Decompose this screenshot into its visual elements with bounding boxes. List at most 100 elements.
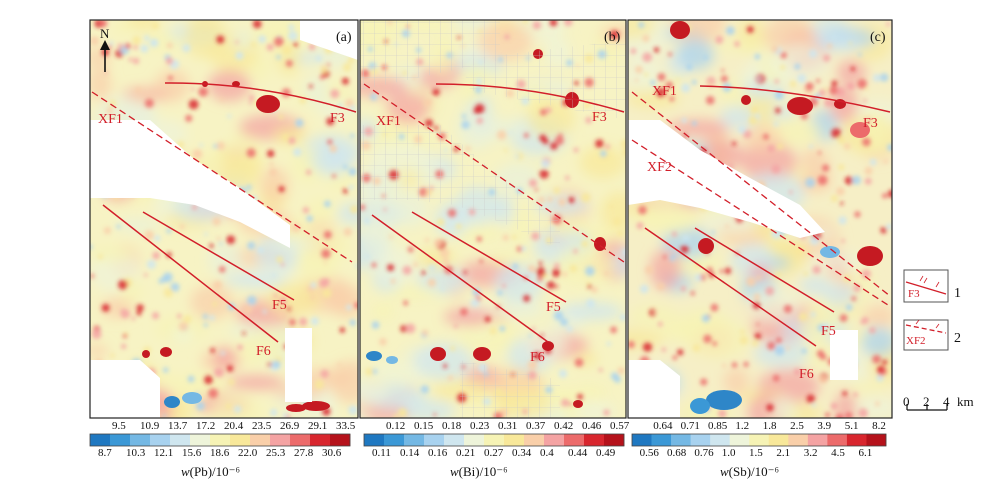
colorbar-tick-top: 29.1 bbox=[308, 420, 328, 432]
colorbar-tick-bottom: 0.49 bbox=[596, 447, 616, 459]
fault-label-xf1-c: XF1 bbox=[652, 84, 677, 99]
colorbar-tick-bottom: 30.6 bbox=[322, 447, 342, 459]
fault-label-xf1-b: XF1 bbox=[376, 114, 401, 129]
colorbar-tick-bottom: 4.5 bbox=[831, 447, 845, 459]
fault-label-f3-c: F3 bbox=[863, 116, 878, 131]
colorbar-swatch bbox=[170, 434, 191, 446]
colorbar-swatch bbox=[424, 434, 445, 446]
colorbar-a bbox=[89, 433, 351, 447]
colorbar-tick-bottom: 27.8 bbox=[294, 447, 314, 459]
colorbar-swatch bbox=[671, 434, 691, 446]
colorbar-tick-bottom: 0.14 bbox=[400, 447, 420, 459]
colorbar-swatch bbox=[651, 434, 672, 446]
colorbar-tick-bottom: 0.11 bbox=[372, 447, 391, 459]
fault-label-xf1-a: XF1 bbox=[98, 112, 123, 127]
colorbar-swatch bbox=[788, 434, 809, 446]
map-panel-c bbox=[628, 20, 892, 418]
colorbar-swatch bbox=[866, 434, 887, 446]
colorbar-swatch bbox=[584, 434, 605, 446]
colorbar-tick-bottom: 22.0 bbox=[238, 447, 258, 459]
colorbar-b bbox=[363, 433, 625, 447]
colorbar-swatch bbox=[150, 434, 171, 446]
legend-sample-1: F3 bbox=[908, 288, 920, 300]
colorbar-tick-bottom: 3.2 bbox=[803, 447, 818, 459]
colorbar-swatch bbox=[404, 434, 425, 446]
colorbar-tick-top: 13.7 bbox=[168, 420, 188, 432]
colorbar-swatch bbox=[544, 434, 565, 446]
colorbar-tick-top: 2.5 bbox=[790, 420, 804, 432]
scale-tick-0: 0 bbox=[903, 394, 910, 409]
panel-a-frame bbox=[89, 19, 359, 419]
colorbar-tick-bottom: 18.6 bbox=[210, 447, 230, 459]
scale-bar bbox=[906, 404, 948, 411]
panel-b-tag: (b) bbox=[604, 30, 621, 45]
colorbar-swatch bbox=[504, 434, 525, 446]
fault-label-f3-a: F3 bbox=[330, 111, 345, 126]
colorbar-tick-top: 0.64 bbox=[653, 420, 673, 432]
legend-symbol-2 bbox=[903, 319, 949, 351]
colorbar-swatch bbox=[230, 434, 251, 446]
colorbar-swatch bbox=[710, 434, 730, 446]
colorbar-swatch bbox=[632, 434, 652, 446]
fault-label-f3-b: F3 bbox=[592, 110, 607, 125]
colorbar-tick-top: 0.85 bbox=[708, 420, 728, 432]
colorbar-tick-bottom: 6.1 bbox=[858, 447, 873, 459]
colorbar-swatch bbox=[90, 434, 111, 446]
colorbar-tick-bottom: 12.1 bbox=[154, 447, 174, 459]
colorbar-swatch bbox=[464, 434, 485, 446]
colorbar-swatch bbox=[749, 434, 770, 446]
legend-sample-2: XF2 bbox=[906, 335, 926, 347]
legend-symbol-1 bbox=[903, 269, 949, 303]
fault-label-f6-b: F6 bbox=[530, 350, 545, 365]
colorbar-tick-top: 8.2 bbox=[872, 420, 886, 432]
scale-tick-2: 2 bbox=[923, 394, 930, 409]
fault-label-f5-c: F5 bbox=[821, 324, 836, 339]
colorbar-tick-top: 0.12 bbox=[386, 420, 406, 432]
colorbar-swatch bbox=[564, 434, 585, 446]
colorbar-swatch bbox=[130, 434, 151, 446]
colorbar-swatch bbox=[290, 434, 311, 446]
colorbar-swatch bbox=[524, 434, 545, 446]
colorbar-tick-bottom: 0.16 bbox=[428, 447, 448, 459]
north-label: N bbox=[100, 26, 110, 41]
colorbar-tick-top: 5.1 bbox=[844, 420, 859, 432]
colorbar-swatch bbox=[444, 434, 465, 446]
colorbar-b-title: w(Bi)/10⁻⁶ bbox=[450, 464, 508, 479]
fault-label-f6-c: F6 bbox=[799, 367, 814, 382]
panel-c-tag: (c) bbox=[870, 30, 886, 45]
colorbar-tick-top: 9.5 bbox=[112, 420, 126, 432]
colorbar-tick-top: 17.2 bbox=[196, 420, 216, 432]
colorbar-tick-top: 0.18 bbox=[442, 420, 462, 432]
colorbar-tick-bottom: 10.3 bbox=[126, 447, 146, 459]
colorbar-swatch bbox=[846, 434, 867, 446]
colorbar-tick-top: 20.4 bbox=[224, 420, 244, 432]
colorbar-tick-bottom: 0.76 bbox=[694, 447, 714, 459]
scale-tick-4: 4 bbox=[943, 394, 950, 409]
colorbar-swatch bbox=[364, 434, 385, 446]
colorbar-a-title: w(Pb)/10⁻⁶ bbox=[181, 464, 241, 479]
colorbar-tick-bottom: 0.68 bbox=[666, 447, 687, 459]
colorbar-tick-top: 0.42 bbox=[554, 420, 574, 432]
colorbar-swatch bbox=[330, 434, 351, 446]
colorbar-swatch bbox=[190, 434, 211, 446]
colorbar-swatch bbox=[827, 434, 848, 446]
colorbar-tick-top: 0.23 bbox=[470, 420, 490, 432]
fault-legend bbox=[903, 269, 949, 351]
colorbar-tick-bottom: 0.34 bbox=[512, 447, 532, 459]
colorbar-tick-bottom: 1.0 bbox=[721, 447, 736, 459]
colorbar-tick-top: 0.57 bbox=[610, 420, 630, 432]
colorbar-swatch bbox=[310, 434, 331, 446]
colorbar-swatch bbox=[690, 434, 711, 446]
colorbar-tick-bottom: 8.7 bbox=[98, 447, 112, 459]
colorbar-tick-top: 10.9 bbox=[140, 420, 160, 432]
colorbar-swatch bbox=[210, 434, 231, 446]
colorbar-tick-top: 0.15 bbox=[414, 420, 434, 432]
colorbar-swatch bbox=[110, 434, 131, 446]
scale-unit: km bbox=[957, 394, 974, 409]
colorbar-tick-bottom: 0.21 bbox=[456, 447, 476, 459]
colorbar-tick-bottom: 0.27 bbox=[484, 447, 504, 459]
colorbar-tick-top: 3.9 bbox=[817, 420, 832, 432]
legend-number-1: 1 bbox=[954, 286, 961, 301]
colorbar-tick-top: 26.9 bbox=[280, 420, 300, 432]
